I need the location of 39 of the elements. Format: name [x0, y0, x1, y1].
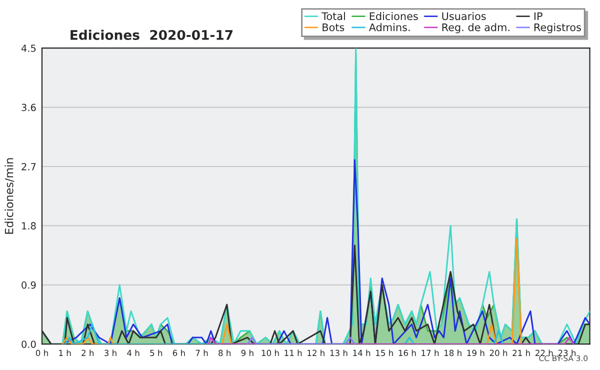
- x-tick-label: 10 h: [262, 350, 279, 356]
- x-tick-label: 16 h: [398, 350, 416, 356]
- y-tick-label: 0.0: [22, 340, 36, 348]
- x-tick-label: 14 h: [353, 350, 370, 356]
- y-tick-label: 2.7: [22, 162, 36, 170]
- x-tick-label: 15 h: [376, 350, 393, 356]
- legend-label: IP: [534, 12, 542, 20]
- y-tick-label: 1.8: [22, 222, 36, 230]
- y-tick-label: 4.5: [21, 44, 36, 52]
- x-tick-label: 13 h: [330, 350, 348, 356]
- legend-label: Total: [322, 12, 345, 20]
- x-tick-label: 5 h: [150, 350, 162, 356]
- x-tick-label: 2 h: [82, 350, 94, 356]
- y-tick-label: 3.6: [22, 104, 36, 112]
- x-tick-label: 17 h: [422, 350, 439, 356]
- chart-title: Ediciones 2020-01-17: [70, 30, 233, 40]
- x-tick-label: 18 h: [444, 350, 462, 356]
- x-tick-label: 7 h: [196, 350, 208, 356]
- legend-label: Registros: [534, 23, 581, 34]
- x-tick-label: 19 h: [467, 350, 484, 356]
- x-tick-label: 11 h: [284, 350, 302, 356]
- x-tick-label: 6 h: [172, 350, 185, 356]
- x-tick-label: 4 h: [127, 350, 140, 356]
- legend-label: Usuarios: [442, 12, 486, 20]
- x-tick-label: 22 h: [535, 350, 553, 356]
- legend-label: Reg. de adm.: [442, 23, 510, 34]
- x-tick-label: 21 h: [512, 350, 530, 356]
- y-axis-title: Ediciones/min: [4, 158, 14, 234]
- legend-label: Admins.: [368, 23, 410, 32]
- x-tick-label: 20 h: [490, 350, 508, 356]
- x-tick-label: 8 h: [218, 350, 231, 356]
- x-tick-label: 3 h: [104, 350, 116, 356]
- x-tick-label: 9 h: [241, 350, 254, 356]
- x-tick-label: 1 h: [59, 350, 71, 356]
- legend-label: Ediciones: [370, 12, 418, 20]
- legend-label: Bots: [322, 23, 344, 32]
- y-tick-label: 0.9: [22, 281, 36, 289]
- x-tick-label: 12 h: [308, 350, 324, 356]
- x-tick-label: 0 h: [36, 350, 48, 356]
